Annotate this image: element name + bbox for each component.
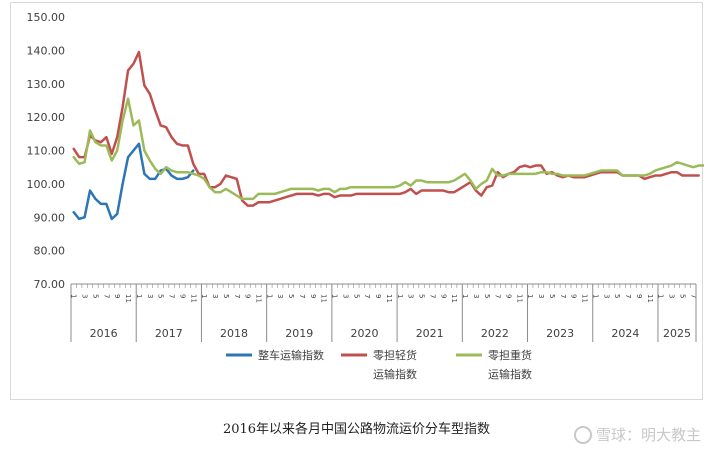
y-tick-label: 140.00 (27, 44, 66, 57)
x-month-label: 7 (494, 294, 502, 298)
x-month-label: 1 (200, 294, 208, 298)
x-month-label: 9 (374, 294, 382, 298)
y-tick-label: 100.00 (27, 178, 66, 191)
x-month-label: 3 (211, 294, 219, 298)
x-year-label: 2025 (663, 327, 691, 340)
x-month-label: 3 (668, 294, 676, 298)
x-month-label: 9 (309, 294, 317, 298)
x-year-label: 2020 (350, 327, 378, 340)
x-month-label: 9 (570, 294, 578, 298)
x-year-label: 2019 (285, 327, 313, 340)
x-month-label: 1 (135, 294, 143, 298)
x-month-label: 7 (233, 294, 241, 298)
series-line (72, 50, 700, 207)
x-month-label: 3 (602, 294, 610, 298)
x-month-label: 1 (70, 294, 78, 298)
x-month-label: 1 (265, 294, 273, 298)
x-month-label: 1 (331, 294, 339, 298)
x-month-label: 7 (168, 294, 176, 298)
x-year-label: 2022 (481, 327, 509, 340)
x-month-label: 1 (526, 294, 534, 298)
x-month-label: 1 (657, 294, 665, 298)
series-line (72, 97, 704, 201)
x-month-label: 1 (461, 294, 469, 298)
x-month-label: 5 (678, 294, 686, 298)
legend-label: 运输指数 (373, 367, 417, 381)
y-tick-label: 120.00 (27, 111, 66, 124)
x-month-label: 7 (102, 294, 110, 298)
x-month-label: 7 (689, 294, 697, 298)
x-month-label: 9 (113, 294, 121, 298)
x-month-label: 7 (298, 294, 306, 298)
x-month-label: 5 (352, 294, 360, 298)
x-month-label: 11 (189, 294, 197, 303)
x-month-label: 11 (255, 294, 263, 303)
series-line (72, 142, 195, 221)
x-month-label: 9 (505, 294, 513, 298)
snowball-logo-icon (573, 425, 592, 444)
x-month-label: 5 (548, 294, 556, 298)
x-month-label: 3 (276, 294, 284, 298)
legend-label: 运输指数 (488, 367, 532, 381)
x-month-label: 7 (624, 294, 632, 298)
x-year-label: 2017 (155, 327, 183, 340)
chart-frame: 150.00 140.00 130.00 120.00 110.00 100.00 90.0… (10, 2, 704, 400)
watermark-text: 雪球：明大教主 (595, 426, 701, 444)
line-chart: 150.00 140.00 130.00 120.00 110.00 100.00 90.0… (27, 11, 704, 381)
x-month-label: 3 (472, 294, 480, 298)
x-month-label: 3 (146, 294, 154, 298)
x-month-label: 9 (244, 294, 252, 298)
x-month-label: 7 (363, 294, 371, 298)
x-month-label: 11 (385, 294, 393, 303)
x-month-label: 3 (537, 294, 545, 298)
x-month-label: 11 (646, 294, 654, 303)
y-tick-label: 130.00 (27, 78, 66, 91)
x-month-label: 3 (341, 294, 349, 298)
legend-label: 零担重货 (488, 348, 532, 362)
y-tick-label: 110.00 (27, 145, 66, 158)
legend-label: 零担轻货 (373, 348, 417, 362)
x-month-label: 11 (124, 294, 132, 303)
x-month-label: 9 (635, 294, 643, 298)
x-year-label: 2016 (90, 327, 118, 340)
x-month-label: 5 (483, 294, 491, 298)
x-month-label: 7 (559, 294, 567, 298)
x-month-label: 1 (396, 294, 404, 298)
x-month-label: 5 (91, 294, 99, 298)
y-tick-label: 70.00 (34, 278, 66, 291)
x-year-label: 2023 (546, 327, 574, 340)
watermark: 雪球：明大教主 (573, 424, 701, 445)
x-month-label: 5 (287, 294, 295, 298)
x-month-label: 5 (222, 294, 230, 298)
x-month-label: 7 (428, 294, 436, 298)
x-year-label: 2021 (416, 327, 444, 340)
x-month-label: 11 (581, 294, 589, 303)
x-month-label: 5 (157, 294, 165, 298)
x-month-label: 3 (81, 294, 89, 298)
legend-label: 整车运输指数 (258, 348, 324, 362)
y-tick-label: 150.00 (27, 11, 66, 24)
x-month-label: 11 (515, 294, 523, 303)
chart-caption: 2016年以来各月中国公路物流运价分车型指数 (222, 422, 491, 437)
x-month-label: 11 (320, 294, 328, 303)
y-tick-label: 80.00 (34, 245, 66, 258)
x-month-label: 9 (439, 294, 447, 298)
x-year-label: 2024 (611, 327, 639, 340)
y-tick-label: 90.00 (34, 211, 66, 224)
x-month-label: 9 (178, 294, 186, 298)
x-month-label: 5 (418, 294, 426, 298)
x-year-label: 2018 (220, 327, 248, 340)
x-month-label: 3 (407, 294, 415, 298)
x-month-label: 5 (613, 294, 621, 298)
x-month-label: 1 (591, 294, 599, 298)
x-month-label: 11 (450, 294, 458, 303)
